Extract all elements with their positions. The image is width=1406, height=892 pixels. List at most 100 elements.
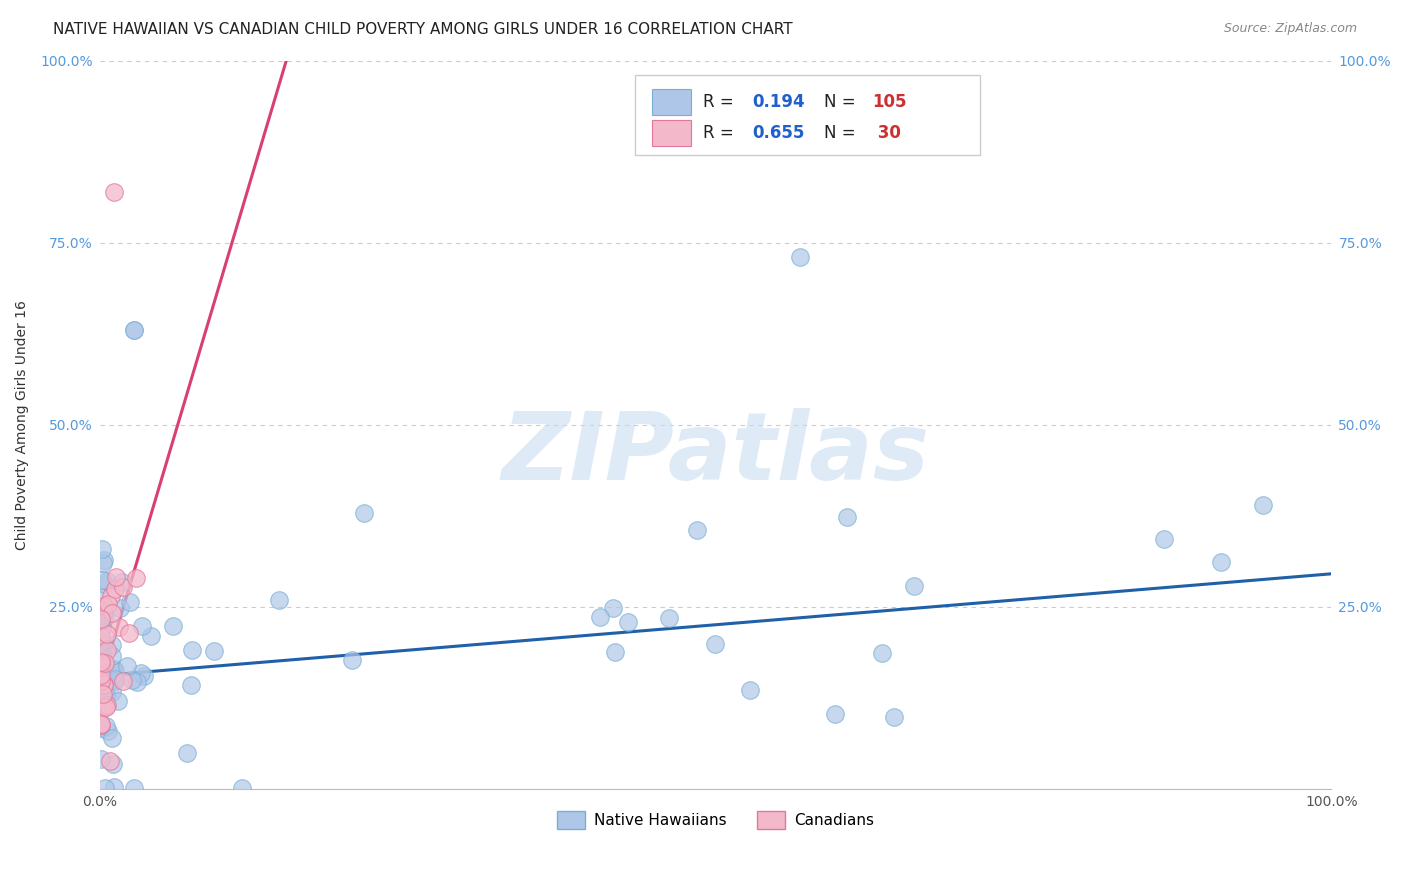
- Point: [100, 589, 122, 603]
- Point: [104, 582, 127, 596]
- Point: [96, 719, 118, 733]
- Point: [100, 754, 122, 768]
- Point: [103, 780, 125, 794]
- Point: [90, 652, 112, 666]
- Point: [90, 677, 112, 691]
- Point: [1251, 498, 1274, 512]
- Point: [91, 701, 114, 715]
- FancyBboxPatch shape: [651, 120, 690, 145]
- Point: [180, 678, 202, 692]
- Point: [100, 671, 122, 685]
- Point: [903, 579, 925, 593]
- Point: [93, 605, 115, 619]
- Point: [824, 706, 846, 721]
- Point: [111, 574, 134, 589]
- Point: [90, 674, 112, 689]
- Point: [93, 608, 115, 623]
- Point: [686, 523, 709, 537]
- Point: [103, 185, 125, 199]
- Point: [883, 710, 905, 724]
- Point: [108, 620, 131, 634]
- Point: [122, 323, 145, 337]
- Point: [122, 780, 145, 795]
- Point: [129, 665, 152, 680]
- Point: [100, 648, 122, 663]
- Text: ZIPatlas: ZIPatlas: [502, 408, 929, 500]
- Y-axis label: Child Poverty Among Girls Under 16: Child Poverty Among Girls Under 16: [15, 300, 30, 549]
- Point: [789, 250, 811, 264]
- Point: [96, 574, 118, 589]
- Point: [90, 695, 112, 709]
- Point: [96, 700, 118, 714]
- Point: [269, 593, 291, 607]
- Point: [90, 615, 112, 629]
- Point: [162, 619, 184, 633]
- Point: [870, 646, 893, 660]
- Point: [103, 757, 125, 772]
- Point: [90, 657, 112, 671]
- Point: [176, 746, 198, 760]
- Point: [127, 675, 149, 690]
- Point: [91, 541, 114, 556]
- Point: [104, 664, 127, 678]
- Point: [103, 663, 125, 677]
- Point: [90, 672, 112, 686]
- Point: [90, 621, 112, 635]
- Point: [107, 694, 129, 708]
- Point: [96, 643, 118, 657]
- Point: [91, 573, 114, 587]
- Point: [91, 649, 114, 664]
- Point: [90, 629, 112, 643]
- Point: [90, 752, 112, 766]
- Point: [90, 640, 112, 655]
- Text: NATIVE HAWAIIAN VS CANADIAN CHILD POVERTY AMONG GIRLS UNDER 16 CORRELATION CHART: NATIVE HAWAIIAN VS CANADIAN CHILD POVERT…: [53, 22, 793, 37]
- Text: R =: R =: [703, 93, 740, 112]
- Point: [90, 605, 112, 619]
- Point: [90, 655, 112, 669]
- Point: [93, 556, 115, 570]
- Point: [835, 509, 858, 524]
- FancyBboxPatch shape: [636, 75, 980, 155]
- Point: [131, 619, 153, 633]
- Point: [96, 698, 118, 712]
- Point: [103, 662, 125, 676]
- Point: [90, 590, 112, 604]
- Point: [602, 601, 624, 615]
- Point: [90, 611, 112, 625]
- Point: [90, 716, 112, 731]
- Point: [101, 606, 124, 620]
- Point: [112, 673, 135, 688]
- Point: [91, 690, 114, 704]
- Point: [94, 780, 117, 795]
- Point: [122, 323, 145, 337]
- Text: 0.655: 0.655: [752, 124, 804, 142]
- Text: N =: N =: [824, 124, 860, 142]
- Point: [100, 731, 122, 745]
- Point: [117, 659, 139, 673]
- Point: [90, 668, 112, 682]
- Point: [353, 506, 375, 520]
- Point: [101, 638, 124, 652]
- Point: [231, 780, 253, 795]
- Point: [93, 676, 115, 690]
- Point: [111, 580, 134, 594]
- Text: R =: R =: [703, 124, 740, 142]
- Point: [94, 577, 117, 591]
- Point: [93, 678, 115, 692]
- Point: [90, 718, 112, 732]
- Point: [104, 672, 127, 686]
- Point: [105, 570, 128, 584]
- Text: 30: 30: [872, 124, 901, 142]
- Point: [139, 629, 162, 643]
- Text: Source: ZipAtlas.com: Source: ZipAtlas.com: [1223, 22, 1357, 36]
- Point: [93, 553, 115, 567]
- Point: [588, 610, 610, 624]
- Point: [94, 607, 117, 622]
- Point: [704, 636, 727, 650]
- Point: [1153, 532, 1175, 546]
- Point: [104, 674, 127, 689]
- Point: [100, 685, 122, 699]
- Point: [90, 721, 112, 735]
- Point: [340, 653, 363, 667]
- Point: [91, 690, 114, 704]
